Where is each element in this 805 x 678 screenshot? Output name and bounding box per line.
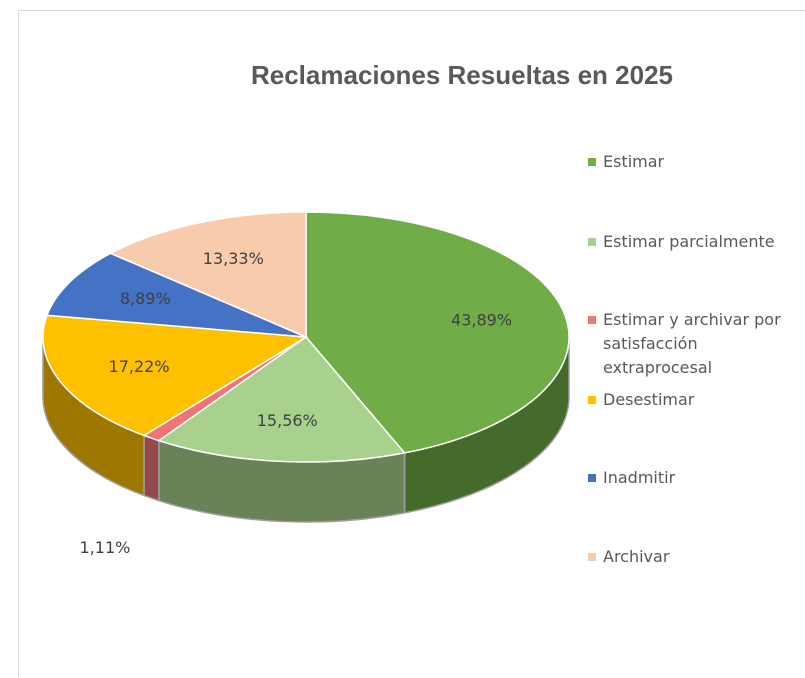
legend-label: Estimar — [603, 152, 665, 171]
data-label: 1,11% — [80, 538, 131, 557]
legend-label: Desestimar — [603, 390, 695, 409]
legend-label: Estimar y archivar por satisfacción extr… — [603, 310, 781, 377]
legend-label: Archivar — [603, 547, 670, 566]
pie-slice — [157, 335, 406, 463]
data-label: 15,56% — [257, 411, 318, 430]
legend-label: Estimar parcialmente — [603, 232, 775, 251]
chart-title: Reclamaciones Resueltas en 2025 — [251, 60, 673, 90]
legend-swatch — [588, 316, 596, 324]
data-label: 17,22% — [109, 357, 170, 376]
legend-item: Estimar y archivar por satisfacción extr… — [588, 308, 785, 380]
pie-slice — [45, 252, 307, 338]
data-label: 8,89% — [120, 289, 171, 308]
legend-item: Archivar — [588, 545, 785, 569]
legend-item: Estimar — [588, 150, 785, 174]
pie-side — [143, 434, 160, 502]
pie-slice — [108, 211, 307, 339]
legend-swatch — [588, 396, 596, 404]
data-label: 43,89% — [451, 310, 512, 329]
legend-item: Estimar parcialmente — [588, 230, 785, 254]
pie-tops — [42, 211, 570, 463]
legend-swatch — [588, 158, 596, 166]
legend-item: Inadmitir — [588, 466, 785, 490]
legend-item: Desestimar — [588, 388, 785, 412]
pie-slice — [305, 211, 570, 454]
data-label: 13,33% — [203, 249, 264, 268]
legend-swatch — [588, 474, 596, 482]
legend-label: Inadmitir — [603, 468, 676, 487]
pie-slice — [42, 314, 309, 437]
chart-frame — [18, 10, 805, 678]
legend-swatch — [588, 238, 596, 246]
legend-swatch — [588, 553, 596, 561]
